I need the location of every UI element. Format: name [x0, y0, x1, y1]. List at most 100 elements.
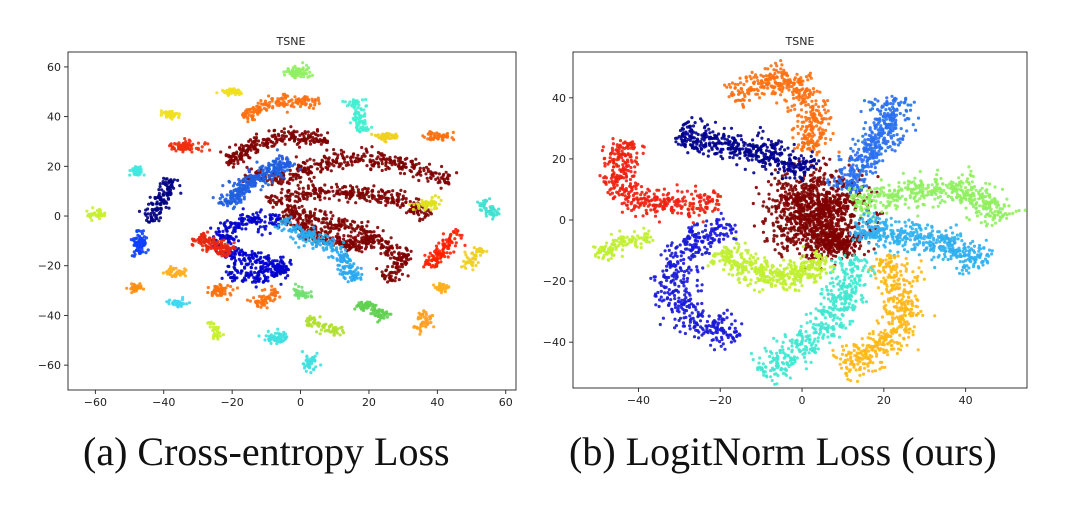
- data-point: [282, 127, 286, 131]
- data-point: [279, 255, 283, 259]
- data-point: [221, 229, 225, 233]
- data-point: [362, 152, 366, 156]
- data-point: [241, 223, 245, 227]
- data-point: [262, 269, 266, 273]
- data-point: [281, 210, 285, 214]
- data-point: [288, 168, 292, 172]
- data-point: [273, 267, 277, 271]
- data-point: [248, 259, 253, 263]
- data-point: [791, 236, 795, 240]
- data-point: [98, 210, 102, 215]
- data-point: [210, 240, 215, 244]
- data-point: [296, 183, 300, 187]
- data-point: [492, 214, 496, 218]
- data-point: [244, 222, 248, 226]
- data-point: [276, 327, 280, 331]
- data-point: [264, 195, 268, 199]
- data-point: [302, 197, 306, 201]
- data-point: [289, 125, 293, 129]
- data-point: [788, 212, 792, 217]
- data-point: [249, 266, 253, 270]
- data-point: [262, 138, 266, 142]
- data-point: [224, 270, 228, 274]
- data-point: [332, 160, 336, 164]
- data-point: [286, 274, 290, 278]
- data-point: [383, 132, 387, 137]
- data-point: [297, 216, 301, 220]
- data-point: [333, 152, 337, 156]
- data-point: [318, 315, 322, 319]
- data-point: [316, 133, 320, 138]
- data-point: [233, 252, 237, 256]
- data-point: [338, 237, 342, 241]
- data-point: [323, 196, 327, 200]
- data-point: [301, 190, 305, 194]
- data-point: [249, 270, 253, 274]
- data-point: [360, 98, 365, 102]
- data-point: [231, 288, 235, 292]
- data-point: [415, 325, 419, 329]
- data-point: [173, 142, 177, 146]
- data-point: [215, 286, 219, 290]
- data-point: [219, 293, 223, 297]
- data-point: [376, 133, 380, 137]
- series-cluster-orange-low-right: [412, 309, 436, 336]
- data-point: [226, 204, 230, 208]
- data-point: [292, 205, 296, 209]
- x-tick-label: 60: [499, 396, 513, 409]
- data-point: [313, 140, 317, 144]
- data-point: [422, 265, 426, 269]
- data-point: [168, 112, 172, 116]
- data-point: [150, 202, 154, 206]
- data-point: [488, 205, 492, 209]
- data-point: [421, 324, 425, 328]
- data-point: [314, 217, 318, 222]
- data-point: [130, 282, 134, 286]
- data-point: [250, 249, 254, 254]
- data-point: [308, 103, 312, 107]
- data-point: [293, 95, 297, 99]
- data-point: [311, 106, 316, 110]
- data-point: [384, 269, 388, 273]
- data-point: [322, 248, 326, 252]
- data-point: [396, 195, 400, 199]
- data-point: [141, 287, 146, 291]
- data-point: [305, 159, 309, 163]
- data-point: [358, 194, 362, 198]
- data-point: [447, 173, 452, 178]
- data-point: [472, 246, 476, 250]
- data-point: [297, 67, 301, 71]
- data-point: [364, 97, 368, 102]
- data-point: [443, 254, 447, 259]
- data-point: [277, 336, 281, 340]
- data-point: [420, 198, 424, 202]
- x-tick-label: 40: [430, 396, 444, 409]
- data-point: [849, 218, 853, 223]
- data-point: [241, 149, 245, 153]
- data-point: [374, 309, 378, 313]
- data-point: [319, 186, 323, 190]
- data-point: [178, 302, 182, 307]
- data-point: [396, 156, 400, 160]
- data-point: [318, 332, 322, 336]
- data-point: [259, 269, 263, 273]
- data-point: [464, 262, 468, 266]
- data-point: [164, 180, 168, 185]
- data-point: [453, 244, 457, 248]
- data-point: [232, 87, 236, 91]
- data-point: [171, 180, 175, 184]
- data-point: [782, 201, 786, 205]
- data-point: [451, 230, 455, 234]
- data-point: [365, 189, 369, 193]
- data-point: [839, 194, 843, 198]
- data-point: [298, 138, 302, 142]
- data-point: [425, 318, 429, 322]
- data-point: [384, 163, 388, 168]
- data-point: [363, 230, 368, 234]
- data-point: [144, 213, 148, 217]
- data-point: [317, 236, 321, 240]
- data-point: [240, 191, 244, 195]
- data-point: [259, 188, 263, 192]
- data-point: [223, 242, 227, 246]
